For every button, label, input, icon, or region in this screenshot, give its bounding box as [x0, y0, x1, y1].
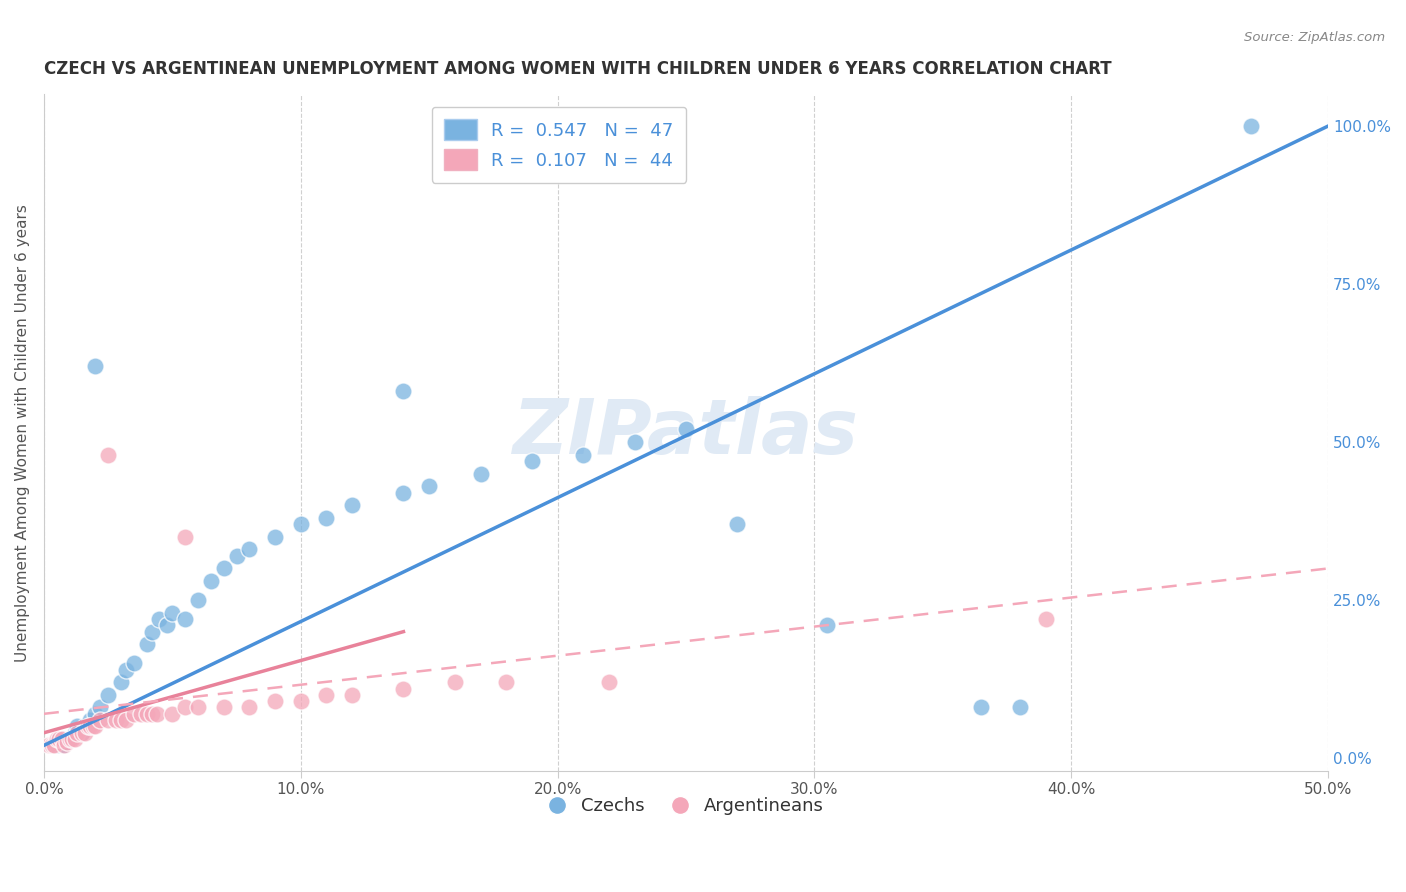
- Point: [84, 706, 107, 721]
- Point: [58, 732, 80, 747]
- Point: [89, 713, 111, 727]
- Point: [340, 498, 363, 512]
- Point: [97, 448, 120, 462]
- Point: [212, 561, 235, 575]
- Point: [264, 530, 287, 544]
- Point: [97, 713, 120, 727]
- Point: [495, 675, 517, 690]
- Point: [290, 694, 312, 708]
- Point: [97, 688, 120, 702]
- Point: [41, 739, 63, 753]
- Point: [141, 706, 163, 721]
- Point: [174, 530, 197, 544]
- Point: [51, 732, 73, 747]
- Point: [79, 719, 101, 733]
- Point: [290, 517, 312, 532]
- Point: [315, 511, 337, 525]
- Point: [135, 706, 157, 721]
- Point: [110, 675, 132, 690]
- Point: [340, 688, 363, 702]
- Point: [66, 725, 89, 739]
- Point: [73, 725, 96, 739]
- Text: CZECH VS ARGENTINEAN UNEMPLOYMENT AMONG WOMEN WITH CHILDREN UNDER 6 YEARS CORREL: CZECH VS ARGENTINEAN UNEMPLOYMENT AMONG …: [44, 60, 1112, 78]
- Point: [815, 618, 838, 632]
- Point: [623, 435, 645, 450]
- Point: [104, 713, 127, 727]
- Point: [970, 700, 993, 714]
- Point: [41, 739, 63, 753]
- Point: [115, 663, 138, 677]
- Point: [1008, 700, 1031, 714]
- Point: [122, 706, 145, 721]
- Point: [392, 681, 415, 696]
- Point: [44, 739, 66, 753]
- Point: [48, 732, 70, 747]
- Point: [225, 549, 247, 563]
- Point: [76, 719, 98, 733]
- Point: [470, 467, 492, 481]
- Point: [82, 719, 104, 733]
- Point: [122, 657, 145, 671]
- Point: [72, 725, 94, 739]
- Point: [238, 542, 260, 557]
- Point: [598, 675, 620, 690]
- Point: [51, 732, 73, 747]
- Point: [56, 735, 79, 749]
- Point: [418, 479, 440, 493]
- Point: [200, 574, 222, 588]
- Point: [48, 732, 70, 747]
- Point: [572, 448, 595, 462]
- Text: Source: ZipAtlas.com: Source: ZipAtlas.com: [1244, 31, 1385, 45]
- Point: [38, 739, 60, 753]
- Point: [187, 593, 209, 607]
- Point: [162, 606, 184, 620]
- Point: [63, 732, 86, 747]
- Point: [131, 706, 153, 721]
- Point: [174, 612, 197, 626]
- Point: [73, 719, 96, 733]
- Point: [212, 700, 235, 714]
- Point: [110, 713, 132, 727]
- Point: [187, 700, 209, 714]
- Point: [115, 713, 138, 727]
- Point: [60, 732, 83, 747]
- Point: [174, 700, 197, 714]
- Point: [45, 732, 67, 747]
- Point: [72, 725, 94, 739]
- Point: [63, 725, 86, 739]
- Point: [45, 739, 67, 753]
- Y-axis label: Unemployment Among Women with Children Under 6 years: Unemployment Among Women with Children U…: [15, 203, 30, 662]
- Point: [520, 454, 543, 468]
- Point: [79, 713, 101, 727]
- Point: [725, 517, 748, 532]
- Point: [392, 485, 415, 500]
- Point: [84, 359, 107, 374]
- Point: [675, 422, 697, 436]
- Point: [56, 735, 79, 749]
- Point: [135, 637, 157, 651]
- Point: [444, 675, 467, 690]
- Point: [156, 618, 179, 632]
- Point: [238, 700, 260, 714]
- Point: [1035, 612, 1057, 626]
- Point: [146, 706, 169, 721]
- Point: [84, 719, 107, 733]
- Point: [264, 694, 287, 708]
- Point: [66, 719, 89, 733]
- Point: [392, 384, 415, 399]
- Point: [53, 739, 76, 753]
- Point: [89, 700, 111, 714]
- Legend: Czechs, Argentineans: Czechs, Argentineans: [541, 790, 831, 822]
- Point: [1240, 119, 1263, 133]
- Point: [53, 739, 76, 753]
- Point: [315, 688, 337, 702]
- Point: [141, 624, 163, 639]
- Text: ZIPatlas: ZIPatlas: [513, 395, 859, 469]
- Point: [148, 612, 170, 626]
- Point: [162, 706, 184, 721]
- Point: [58, 732, 80, 747]
